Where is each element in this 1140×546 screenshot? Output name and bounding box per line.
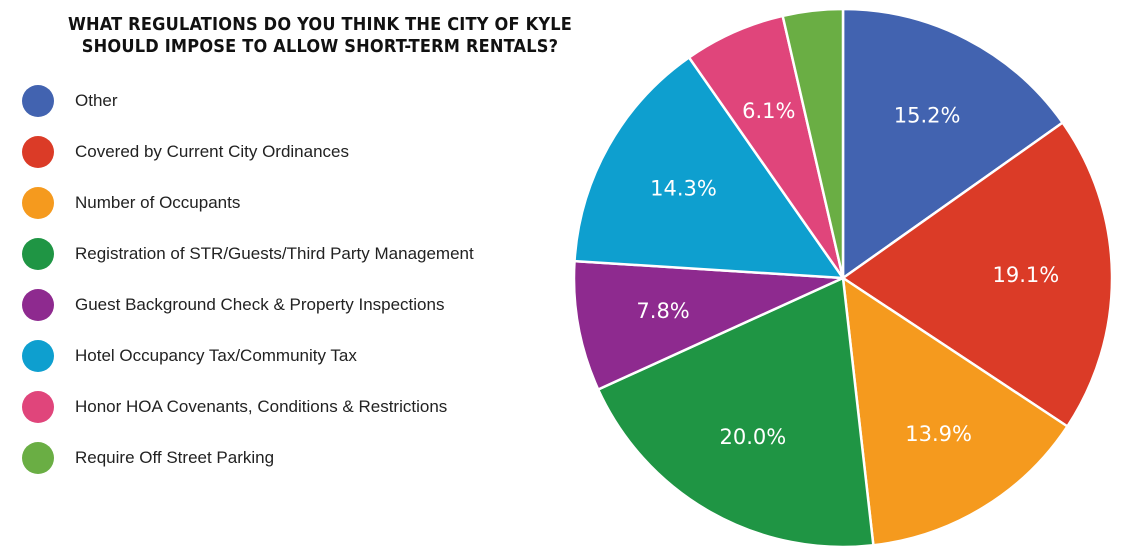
legend-item-number-of-occupants: Number of Occupants [22, 177, 582, 228]
legend-swatch-background-check [22, 288, 54, 321]
legend-item-hoa-covenants: Honor HOA Covenants, Conditions & Restri… [22, 381, 582, 432]
slice-label-occupancy-tax: 14.3% [650, 176, 717, 200]
legend-label-occupancy-tax: Hotel Occupancy Tax/Community Tax [75, 345, 357, 365]
legend-label-other: Other [75, 90, 118, 110]
pie-slice-occupancy-tax [573, 56, 845, 280]
legend-item-occupancy-tax: Hotel Occupancy Tax/Community Tax [22, 330, 582, 381]
legend-swatch-hoa-covenants [22, 390, 54, 423]
slice-label-registration: 20.0% [720, 425, 787, 449]
legend-item-off-street-parking: Require Off Street Parking [22, 432, 582, 483]
legend-label-off-street-parking: Require Off Street Parking [75, 447, 275, 467]
slice-label-background-check: 7.8% [636, 299, 689, 323]
legend-item-city-ordinances: Covered by Current City Ordinances [22, 126, 582, 177]
legend-item-other: Other [22, 75, 582, 126]
slice-label-hoa-covenants: 6.1% [742, 99, 795, 123]
legend-swatch-other [22, 84, 54, 117]
pie-slice-background-check [572, 259, 845, 391]
pie-slice-number-of-occupants [841, 276, 1069, 546]
pie-slice-off-street-parking [781, 7, 845, 280]
legend-label-registration: Registration of STR/Guests/Third Party M… [75, 243, 474, 263]
slice-label-other: 15.2% [894, 104, 961, 128]
legend-item-registration: Registration of STR/Guests/Third Party M… [22, 228, 582, 279]
legend-label-background-check: Guest Background Check & Property Inspec… [75, 294, 445, 314]
chart-title-line-2: SHOULD IMPOSE TO ALLOW SHORT-TERM RENTAL… [81, 36, 559, 57]
legend-swatch-registration [22, 237, 54, 270]
legend-swatch-number-of-occupants [22, 186, 54, 219]
pie-slice-city-ordinances [841, 121, 1114, 428]
legend-item-background-check: Guest Background Check & Property Inspec… [22, 279, 582, 330]
legend-swatch-occupancy-tax [22, 339, 54, 372]
chart-title: WHAT REGULATIONS DO YOU THINK THE CITY O… [20, 14, 620, 58]
pie-chart: 15.2% 19.1% 13.9% 20.0% 7.8% 14.3% 6.1% [572, 7, 1114, 546]
legend-label-hoa-covenants: Honor HOA Covenants, Conditions & Restri… [75, 396, 448, 416]
pie-slice-other [841, 7, 1064, 280]
legend-label-number-of-occupants: Number of Occupants [75, 192, 241, 212]
pie-slice-registration [596, 276, 875, 546]
slice-label-city-ordinances: 19.1% [993, 263, 1060, 287]
legend-swatch-off-street-parking [22, 441, 54, 474]
legend-label-city-ordinances: Covered by Current City Ordinances [75, 141, 350, 161]
chart-title-line-1: WHAT REGULATIONS DO YOU THINK THE CITY O… [67, 14, 573, 35]
slice-label-number-of-occupants: 13.9% [905, 422, 972, 446]
chart-legend: Other Covered by Current City Ordinances… [22, 75, 582, 483]
legend-swatch-city-ordinances [22, 135, 54, 168]
